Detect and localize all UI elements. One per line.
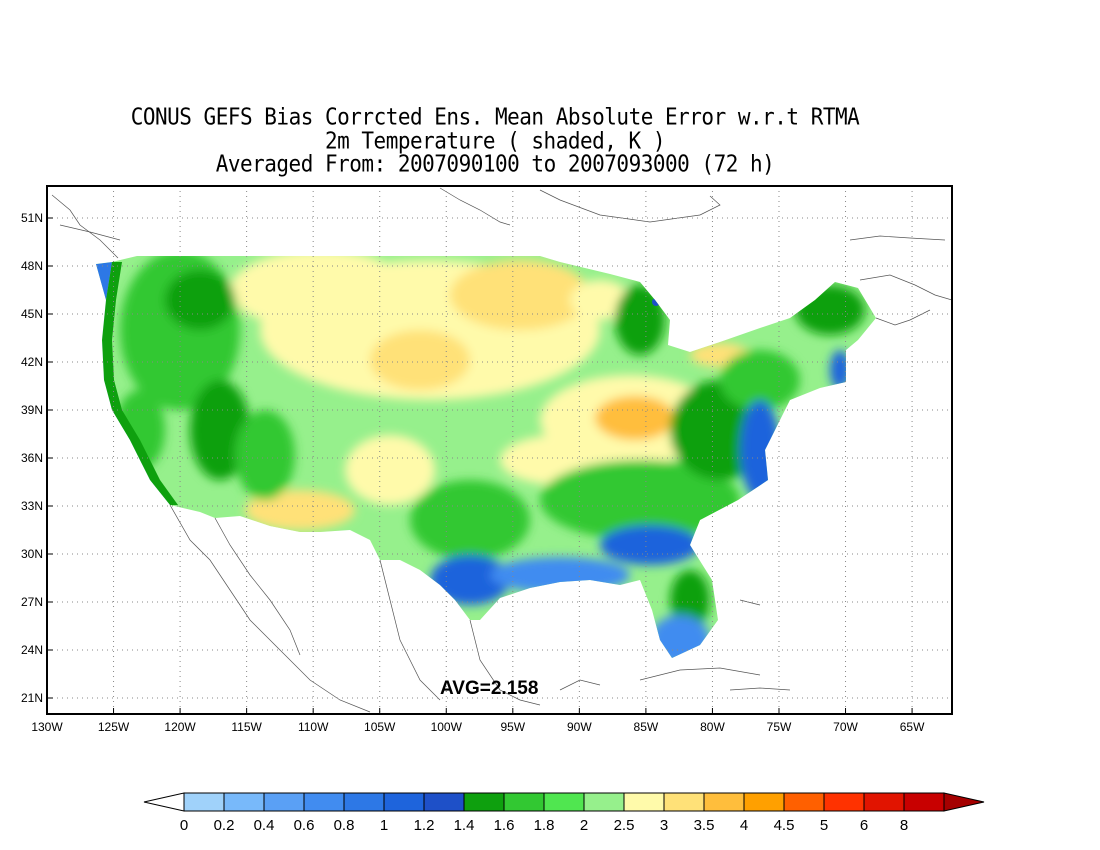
colorbar-label: 1.2 (414, 817, 435, 834)
lon-tick-label: 90W (567, 720, 592, 734)
colorbar-swatch (503, 792, 545, 812)
lon-tick-label: 70W (833, 720, 858, 734)
title-line-1: CONUS GEFS Bias Corrcted Ens. Mean Absol… (130, 104, 860, 130)
lon-tick-label: 120W (164, 720, 196, 734)
colorbar-swatch (183, 792, 225, 812)
map-frame (46, 185, 953, 715)
colorbar-label: 4 (740, 817, 748, 834)
colorbar-over-triangle (943, 792, 985, 812)
colorbar-swatch (383, 792, 425, 812)
colorbar: 0 0.2 0.4 0.6 0.8 1 1.2 1.4 1.6 1.8 2 2.5 3 3.5 4 4.5 5 6… (143, 792, 985, 834)
lat-tick-label: 45N (21, 307, 43, 321)
lon-tick-label: 80W (700, 720, 725, 734)
colorbar-swatch (343, 792, 385, 812)
lon-tick-label: 65W (900, 720, 925, 734)
colorbar-swatch (303, 792, 345, 812)
lat-tick-label: 30N (21, 547, 43, 561)
lat-tick-label: 36N (21, 451, 43, 465)
colorbar-label: 3 (660, 817, 668, 834)
colorbar-label: 0.4 (254, 817, 275, 834)
colorbar-swatch (263, 792, 305, 812)
lat-tick-label: 48N (21, 259, 43, 273)
colorbar-label: 0.6 (294, 817, 315, 834)
colorbar-label: 2 (580, 817, 588, 834)
coastlines (51, 187, 952, 713)
title-line-3: Averaged From: 2007090100 to 2007093000 … (215, 151, 775, 177)
lat-tick-label: 24N (21, 643, 43, 657)
lon-tick-label: 85W (634, 720, 659, 734)
lat-tick-label: 27N (21, 595, 43, 609)
grid-lines (47, 186, 952, 714)
colorbar-swatch (423, 792, 465, 812)
colorbar-label: 0.2 (214, 817, 235, 834)
colorbar-label: 0.8 (334, 817, 355, 834)
colorbar-swatch (823, 792, 865, 812)
lat-tick-label: 39N (21, 403, 43, 417)
colorbar-swatch (743, 792, 785, 812)
lon-tick-label: 75W (767, 720, 792, 734)
lon-tick-label: 110W (298, 720, 329, 734)
colorbar-swatch (543, 792, 585, 812)
lon-tick-label: 100W (431, 720, 463, 734)
colorbar-swatch (463, 792, 505, 812)
colorbar-label: 6 (860, 817, 868, 834)
colorbar-label: 1.6 (494, 817, 515, 834)
colorbar-swatch (583, 792, 625, 812)
colorbar-swatch (623, 792, 665, 812)
shaded-field (96, 256, 876, 658)
colorbar-label: 1.4 (454, 817, 475, 834)
lat-tick-label: 42N (21, 355, 43, 369)
colorbar-under-triangle (143, 792, 185, 812)
colorbar-label: 5 (820, 817, 828, 834)
colorbar-label: 4.5 (774, 817, 795, 834)
colorbar-swatch (783, 792, 825, 812)
title-line-2: 2m Temperature ( shaded, K ) (324, 128, 666, 154)
colorbar-swatch (663, 792, 705, 812)
lat-tick-label: 21N (21, 691, 43, 705)
lon-tick-label: 115W (231, 720, 262, 734)
colorbar-swatch (863, 792, 905, 812)
lat-tick-label: 33N (21, 499, 43, 513)
lon-tick-label: 105W (364, 720, 396, 734)
colorbar-label: 8 (900, 817, 908, 834)
lon-tick-label: 125W (98, 720, 130, 734)
colorbar-swatch (903, 792, 945, 812)
lat-tick-labels: 51N 48N 45N 42N 39N 36N 33N 30N 27N 24N 21N (21, 211, 53, 705)
lon-tick-label: 95W (500, 720, 525, 734)
colorbar-swatch (223, 792, 265, 812)
lon-tick-labels: 130W 125W 120W 115W 110W 105W 100W 95W 90W 85W 80W… (31, 708, 925, 734)
lon-tick-label: 130W (31, 720, 63, 734)
lat-tick-label: 51N (21, 211, 43, 225)
colorbar-label: 1.8 (534, 817, 555, 834)
colorbar-label: 3.5 (694, 817, 715, 834)
colorbar-label: 2.5 (614, 817, 635, 834)
colorbar-label: 0 (180, 817, 188, 834)
colorbar-label: 1 (380, 817, 388, 834)
colorbar-swatch (703, 792, 745, 812)
avg-label: AVG=2.158 (440, 678, 538, 699)
